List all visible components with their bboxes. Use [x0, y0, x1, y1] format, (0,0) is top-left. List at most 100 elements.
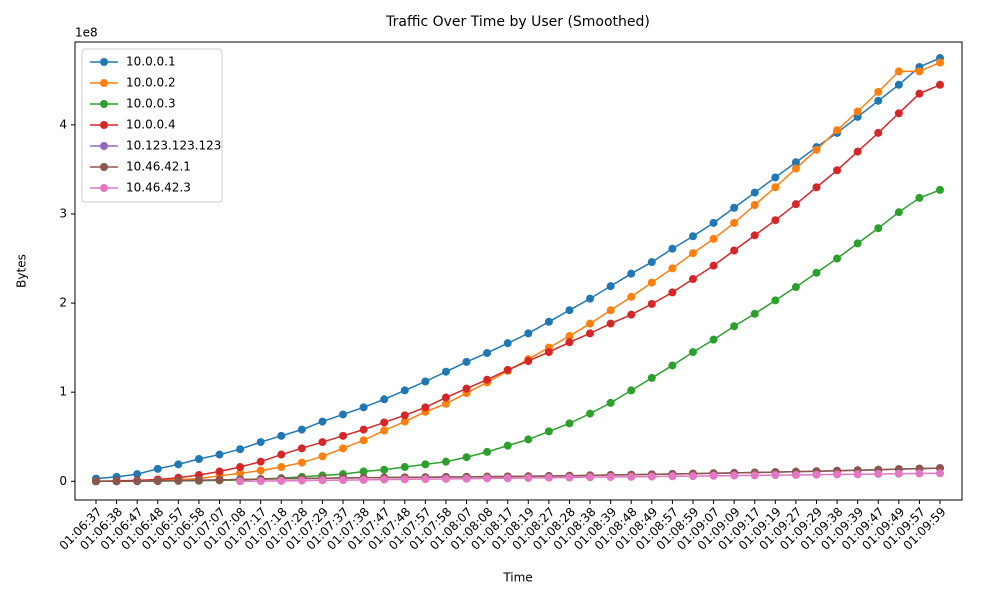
- y-tick-label: 1: [59, 385, 67, 399]
- data-point: [236, 445, 245, 454]
- data-point: [339, 444, 348, 453]
- data-point: [318, 417, 327, 426]
- data-point: [709, 335, 718, 344]
- data-point: [544, 348, 553, 357]
- data-point: [771, 183, 780, 192]
- data-point: [771, 471, 780, 480]
- data-point: [421, 460, 430, 469]
- data-point: [277, 450, 286, 459]
- data-point: [359, 475, 368, 484]
- data-point: [421, 377, 430, 386]
- data-point: [730, 322, 739, 331]
- data-point: [318, 476, 327, 485]
- data-point: [565, 338, 574, 347]
- data-point: [627, 269, 636, 278]
- data-point: [750, 309, 759, 318]
- data-point: [359, 403, 368, 412]
- data-point: [791, 164, 800, 173]
- data-point: [421, 403, 430, 412]
- data-point: [750, 201, 759, 210]
- data-point: [256, 457, 265, 466]
- data-point: [503, 339, 512, 348]
- data-point: [750, 188, 759, 197]
- data-point: [503, 365, 512, 374]
- legend-marker: [100, 142, 108, 150]
- data-point: [565, 473, 574, 482]
- data-point: [647, 472, 656, 481]
- data-point: [586, 473, 595, 482]
- data-point: [236, 463, 245, 472]
- data-point: [791, 200, 800, 209]
- data-point: [339, 410, 348, 419]
- data-point: [441, 474, 450, 483]
- data-point: [915, 193, 924, 202]
- data-point: [153, 464, 162, 473]
- data-point: [833, 254, 842, 263]
- data-point: [627, 386, 636, 395]
- data-point: [297, 476, 306, 485]
- data-point: [627, 472, 636, 481]
- data-point: [441, 457, 450, 466]
- legend-marker: [100, 184, 108, 192]
- data-point: [359, 467, 368, 476]
- data-point: [791, 158, 800, 167]
- data-point: [215, 475, 224, 484]
- data-point: [277, 463, 286, 472]
- data-point: [194, 476, 203, 485]
- data-point: [730, 471, 739, 480]
- data-point: [730, 203, 739, 212]
- data-point: [441, 399, 450, 408]
- legend-label: 10.0.0.4: [126, 118, 176, 132]
- data-point: [894, 67, 903, 76]
- data-point: [874, 224, 883, 233]
- data-point: [668, 264, 677, 273]
- data-point: [133, 470, 142, 479]
- data-point: [483, 474, 492, 483]
- data-point: [524, 435, 533, 444]
- data-point: [688, 275, 697, 284]
- data-point: [524, 356, 533, 365]
- data-point: [318, 438, 327, 447]
- data-point: [771, 216, 780, 225]
- data-point: [586, 329, 595, 338]
- data-point: [750, 471, 759, 480]
- data-point: [812, 183, 821, 192]
- data-point: [647, 278, 656, 287]
- data-point: [400, 386, 409, 395]
- data-point: [380, 426, 389, 435]
- data-point: [503, 441, 512, 450]
- data-point: [92, 477, 100, 486]
- legend-label: 10.0.0.2: [126, 76, 176, 90]
- data-point: [215, 450, 224, 459]
- data-point: [503, 474, 512, 483]
- data-point: [462, 357, 471, 366]
- data-point: [627, 292, 636, 301]
- data-point: [647, 258, 656, 267]
- data-point: [936, 185, 944, 194]
- data-point: [544, 317, 553, 326]
- data-point: [894, 109, 903, 118]
- legend-label: 10.123.123.123: [126, 139, 221, 153]
- data-point: [709, 234, 718, 243]
- y-tick-label: 4: [59, 117, 67, 131]
- y-tick-label: 2: [59, 296, 67, 310]
- data-point: [915, 67, 924, 76]
- data-point: [544, 427, 553, 436]
- data-point: [730, 218, 739, 227]
- data-point: [339, 431, 348, 440]
- data-point: [565, 306, 574, 315]
- data-point: [359, 436, 368, 445]
- legend-box: [81, 48, 223, 203]
- data-point: [668, 361, 677, 370]
- legend-label: 10.46.42.1: [126, 160, 191, 174]
- y-tick-label: 3: [59, 206, 67, 220]
- data-point: [709, 261, 718, 270]
- data-point: [112, 477, 121, 486]
- data-point: [380, 465, 389, 474]
- data-point: [833, 126, 842, 135]
- data-point: [236, 477, 245, 486]
- x-axis-label: Time: [502, 571, 532, 585]
- data-point: [627, 310, 636, 319]
- data-point: [606, 319, 615, 328]
